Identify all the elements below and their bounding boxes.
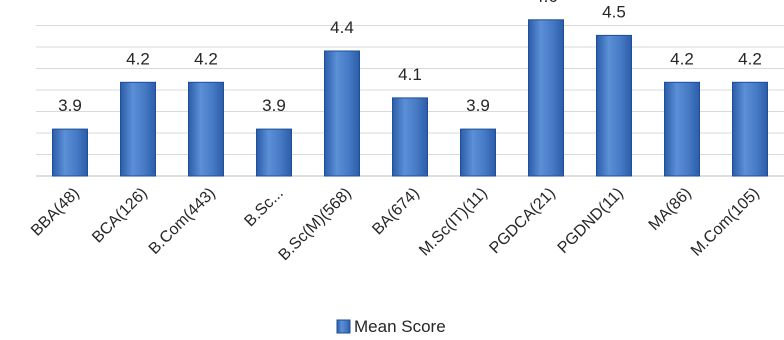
bar-6 xyxy=(460,128,496,177)
data-label-3: 3.9 xyxy=(262,96,286,115)
data-label-9: 4.2 xyxy=(670,49,694,68)
data-label-0: 3.9 xyxy=(58,96,82,115)
legend: Mean Score xyxy=(336,317,446,336)
x-tick-label-8: PGDND(11) xyxy=(555,185,627,257)
data-label-5: 4.1 xyxy=(398,65,422,84)
bar-7 xyxy=(528,19,564,177)
x-tick-labels: BBA(48) BCA(126)B.Com(443) B.Sc...B.Sc(M)(… xyxy=(28,185,763,264)
x-tick-label-0: BBA(48) xyxy=(28,185,83,240)
legend-label-mean-score: Mean Score xyxy=(354,317,446,336)
bar-1 xyxy=(120,81,156,177)
x-tick-label-7: PGDCA(21) xyxy=(486,185,558,257)
bars xyxy=(52,19,768,177)
x-tick-label-2: B.Com(443) xyxy=(146,185,219,258)
x-tick-label-6: M.Sc(IT)(11) xyxy=(416,185,491,260)
data-label-1: 4.2 xyxy=(126,49,150,68)
x-tick-label-5: BA(674) xyxy=(369,185,423,239)
bar-3 xyxy=(256,128,292,177)
x-tick-label-10: M.Com(105) xyxy=(688,185,763,260)
bar-5 xyxy=(392,97,428,177)
bar-4 xyxy=(324,50,360,177)
data-label-10: 4.2 xyxy=(738,49,762,68)
legend-swatch xyxy=(336,319,351,334)
x-tick-label-4: B.Sc(M)(568) xyxy=(276,185,355,264)
bar-10 xyxy=(732,81,768,177)
data-label-2: 4.2 xyxy=(194,49,218,68)
data-label-6: 3.9 xyxy=(466,96,490,115)
x-tick-label-1: BCA(126) xyxy=(89,185,151,247)
data-label-4: 4.4 xyxy=(330,18,354,37)
bar-2 xyxy=(188,81,224,177)
bar-9 xyxy=(664,81,700,177)
data-labels: 3.9 4.2 4.2 3.9 4.4 4.1 3.9 4.6 4.5 4.2 4.2 xyxy=(58,0,762,115)
bar-0 xyxy=(52,128,88,177)
x-tick-label-3: B.Sc... xyxy=(241,185,286,230)
x-tick-label-9: MA(86) xyxy=(646,185,695,234)
data-label-8: 4.5 xyxy=(602,2,626,21)
bar-8 xyxy=(596,34,632,177)
data-label-7: 4.6 xyxy=(534,0,558,6)
